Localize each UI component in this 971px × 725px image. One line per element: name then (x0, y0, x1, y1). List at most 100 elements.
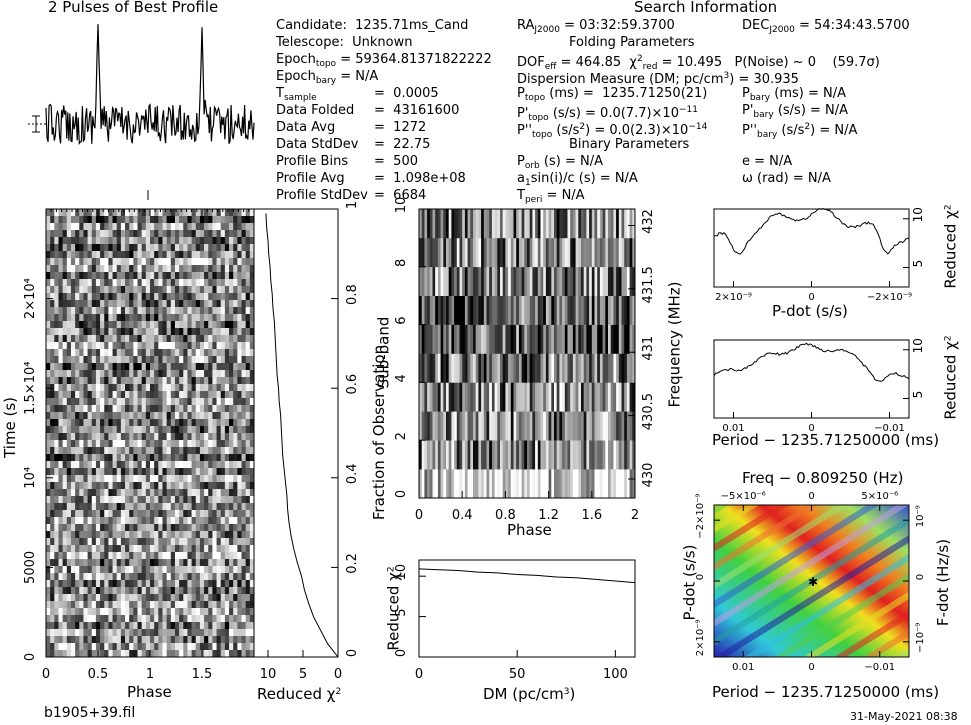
time-phase-cell (183, 209, 188, 217)
time-phase-cell (174, 258, 180, 266)
time-phase-cell (112, 643, 118, 651)
time-phase-cell (204, 538, 209, 546)
subband-cell (632, 411, 636, 441)
time-phase-cell (79, 314, 84, 322)
time-phase-cell (154, 538, 159, 546)
time-phase-cell (208, 279, 213, 287)
time-phase-cell (224, 349, 230, 357)
time-phase-cell (199, 314, 205, 322)
time-phase-cell (137, 405, 143, 413)
time-phase-cell (141, 356, 147, 364)
time-phase-cell (241, 482, 247, 490)
time-phase-cell (116, 342, 122, 350)
data-avg-value: = 1272 (374, 120, 427, 135)
time-phase-cell (120, 524, 126, 532)
time-phase-cell (104, 314, 109, 322)
subband-cell (610, 411, 614, 441)
time-phase-cell (62, 300, 68, 308)
p-bary-row: Pbary (ms) = N/A (742, 86, 846, 103)
time-phase-cell (183, 531, 188, 539)
time-phase-cell (54, 342, 59, 350)
time-phase-cell (83, 328, 88, 336)
subband-cell (510, 382, 514, 412)
time-phase-cell (208, 496, 213, 504)
time-phase-cell (46, 552, 51, 560)
time-phase-cell (162, 286, 168, 294)
subband-cell (510, 237, 514, 268)
time-phase-cell (208, 230, 213, 238)
time-phase-cell (133, 398, 138, 406)
time-phase-cell (249, 447, 255, 455)
time-phase-cell (237, 454, 242, 462)
subband-cell (559, 209, 563, 239)
subband-cell (529, 411, 533, 441)
time-phase-cell (249, 356, 255, 364)
subband-cell (456, 411, 460, 441)
time-phase-cell (91, 258, 97, 266)
time-phase-cell (154, 328, 159, 336)
time-phase-cell (50, 475, 55, 483)
subband-cell (435, 382, 439, 412)
time-phase-cell (174, 559, 180, 567)
time-phase-cell (162, 601, 168, 609)
time-phase-cell (191, 223, 197, 231)
subband-cell (510, 295, 514, 325)
time-phase-cell (166, 251, 172, 259)
time-phase-cell (229, 433, 234, 441)
time-phase-cell (237, 258, 242, 266)
ppdot-ylabel-right: F-dot (Hz/s) (934, 538, 953, 627)
time-phase-cell (46, 503, 51, 511)
time-phase-cell (216, 531, 222, 539)
time-phase-cell (50, 300, 55, 308)
chi2-fraction-ytick: 0 (345, 649, 360, 657)
time-phase-cell (183, 447, 188, 455)
subband-cell (540, 324, 544, 354)
time-phase-cell (199, 636, 205, 644)
time-phase-cell (150, 629, 155, 637)
time-phase-cell (125, 559, 130, 567)
time-phase-cell (83, 454, 88, 462)
time-phase-cell (195, 321, 201, 329)
time-phase-cell (245, 370, 251, 378)
time-phase-cell (195, 545, 201, 553)
time-phase-cell (91, 265, 97, 273)
time-phase-cell (133, 538, 138, 546)
time-phase-cell (70, 216, 76, 224)
time-phase-cell (70, 531, 76, 539)
time-phase-cell (141, 461, 147, 469)
dm-ylabel: Reduced χ2 (384, 566, 403, 651)
time-phase-cell (75, 510, 80, 518)
time-phase-cell (112, 580, 118, 588)
tperi-row: Tperi = N/A (517, 188, 585, 205)
subband-cell (586, 382, 590, 412)
time-phase-cell (70, 279, 76, 287)
time-phase-cell (79, 398, 84, 406)
time-phase-cell (62, 419, 68, 427)
time-phase-cell (141, 279, 147, 287)
time-phase-cell (125, 566, 130, 574)
time-phase-cell (204, 559, 209, 567)
time-phase-cell (120, 363, 126, 371)
subband-cell (467, 237, 471, 268)
time-phase-cell (233, 370, 238, 378)
time-phase-cell (62, 629, 68, 637)
time-phase-cell (183, 272, 188, 280)
time-phase-cell (108, 524, 113, 532)
time-phase-ytick: 1.5×10⁴ (23, 362, 38, 415)
time-phase-cell (91, 370, 97, 378)
subband-cell (621, 237, 625, 268)
time-phase-cell (204, 531, 209, 539)
time-phase-cell (62, 230, 68, 238)
period-ylabel: Reduced χ2 (941, 335, 960, 420)
time-phase-cell (245, 622, 251, 630)
time-phase-cell (245, 307, 251, 315)
time-phase-cell (220, 251, 226, 259)
time-phase-cell (154, 643, 159, 651)
subband-cell (451, 295, 455, 325)
time-phase-cell (191, 475, 197, 483)
time-phase-cell (233, 244, 238, 252)
time-phase-cell (183, 349, 188, 357)
time-phase-cell (62, 454, 68, 462)
subband-cell (597, 266, 601, 296)
subband-cell (518, 440, 522, 470)
